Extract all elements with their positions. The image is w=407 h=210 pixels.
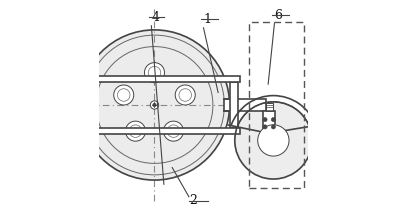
Text: 4: 4 — [151, 11, 160, 24]
Text: 6: 6 — [275, 9, 282, 22]
Circle shape — [164, 121, 184, 141]
Bar — [265, 103, 273, 111]
Circle shape — [258, 125, 289, 156]
Bar — [249, 22, 304, 188]
Bar — [69, 76, 240, 82]
Text: 1: 1 — [204, 13, 212, 26]
Circle shape — [153, 103, 156, 107]
Text: 2: 2 — [189, 194, 197, 207]
Circle shape — [271, 125, 276, 129]
Bar — [69, 128, 240, 134]
Circle shape — [235, 102, 312, 179]
Circle shape — [263, 118, 267, 122]
Circle shape — [175, 85, 195, 105]
Circle shape — [125, 121, 145, 141]
Circle shape — [271, 118, 276, 122]
Bar — [224, 99, 266, 111]
Circle shape — [263, 125, 267, 129]
Bar — [71, 82, 79, 128]
Bar — [263, 111, 276, 132]
Circle shape — [114, 85, 134, 105]
Bar — [230, 82, 238, 128]
Circle shape — [79, 30, 230, 180]
Circle shape — [144, 63, 164, 83]
Circle shape — [150, 101, 159, 109]
